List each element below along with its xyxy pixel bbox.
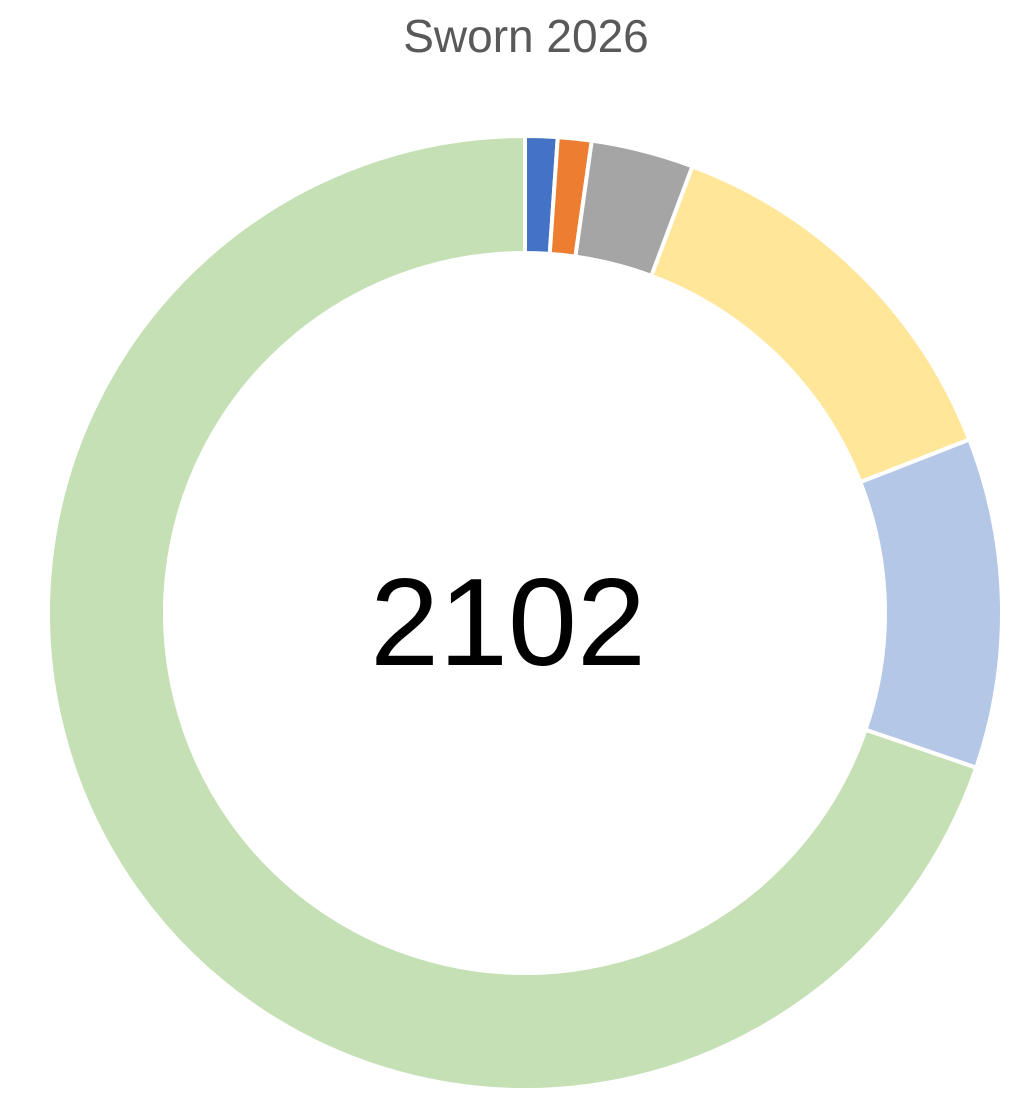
slices — [46, 133, 1004, 1092]
chart-title: Sworn 2026 — [403, 10, 649, 62]
donut-slice — [648, 163, 972, 485]
donut-slice — [46, 133, 979, 1092]
donut-slice — [857, 436, 1004, 771]
center-label: 2102 — [370, 554, 646, 692]
